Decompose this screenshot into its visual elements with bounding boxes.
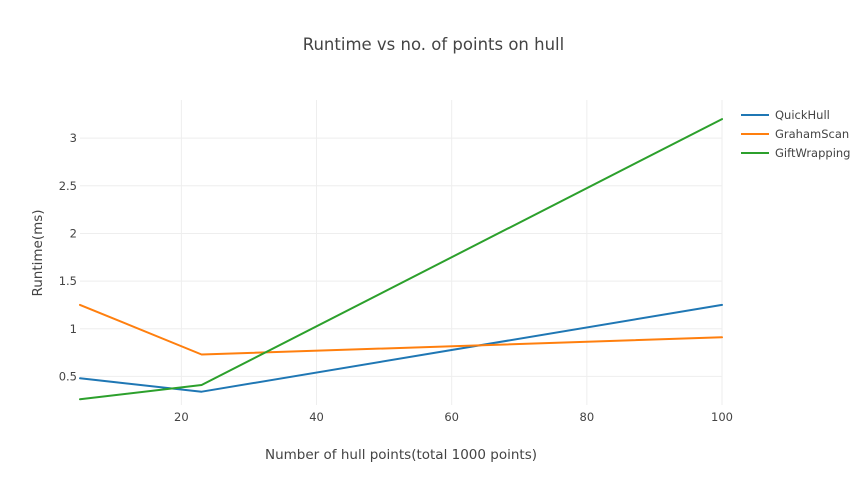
legend-item-grahamscan[interactable]: GrahamScan bbox=[741, 127, 849, 141]
y-tick-label: 3 bbox=[70, 131, 77, 145]
legend-item-quickhull[interactable]: QuickHull bbox=[741, 108, 830, 122]
series-line-giftwrapping bbox=[79, 118, 723, 401]
x-axis-ticks: 20 40 60 80 100 bbox=[174, 410, 733, 424]
y-tick-label: 2.5 bbox=[59, 179, 77, 193]
y-axis-ticks: 0.5 1 1.5 2 2.5 3 bbox=[59, 131, 77, 383]
gridlines bbox=[80, 100, 723, 405]
y-axis-title: Runtime(ms) bbox=[30, 209, 46, 296]
series-lines bbox=[79, 118, 723, 401]
x-tick-label: 20 bbox=[174, 410, 189, 424]
x-axis-title: Number of hull points(total 1000 points) bbox=[265, 447, 537, 463]
legend-item-giftwrapping[interactable]: GiftWrapping bbox=[741, 146, 850, 160]
series-line-grahamscan bbox=[79, 303, 723, 356]
y-tick-label: 2 bbox=[70, 226, 77, 240]
legend-label: QuickHull bbox=[775, 108, 830, 122]
y-tick-label: 1 bbox=[70, 322, 77, 336]
legend: QuickHull GrahamScan GiftWrapping bbox=[741, 108, 850, 160]
x-tick-label: 60 bbox=[444, 410, 459, 424]
x-tick-label: 80 bbox=[580, 410, 595, 424]
x-tick-label: 100 bbox=[711, 410, 733, 424]
legend-label: GrahamScan bbox=[775, 127, 849, 141]
series-line-quickhull bbox=[79, 303, 723, 393]
y-tick-label: 0.5 bbox=[59, 369, 77, 383]
chart-title: Runtime vs no. of points on hull bbox=[303, 35, 564, 54]
y-tick-label: 1.5 bbox=[59, 274, 77, 288]
legend-label: GiftWrapping bbox=[775, 146, 850, 160]
x-tick-label: 40 bbox=[309, 410, 324, 424]
